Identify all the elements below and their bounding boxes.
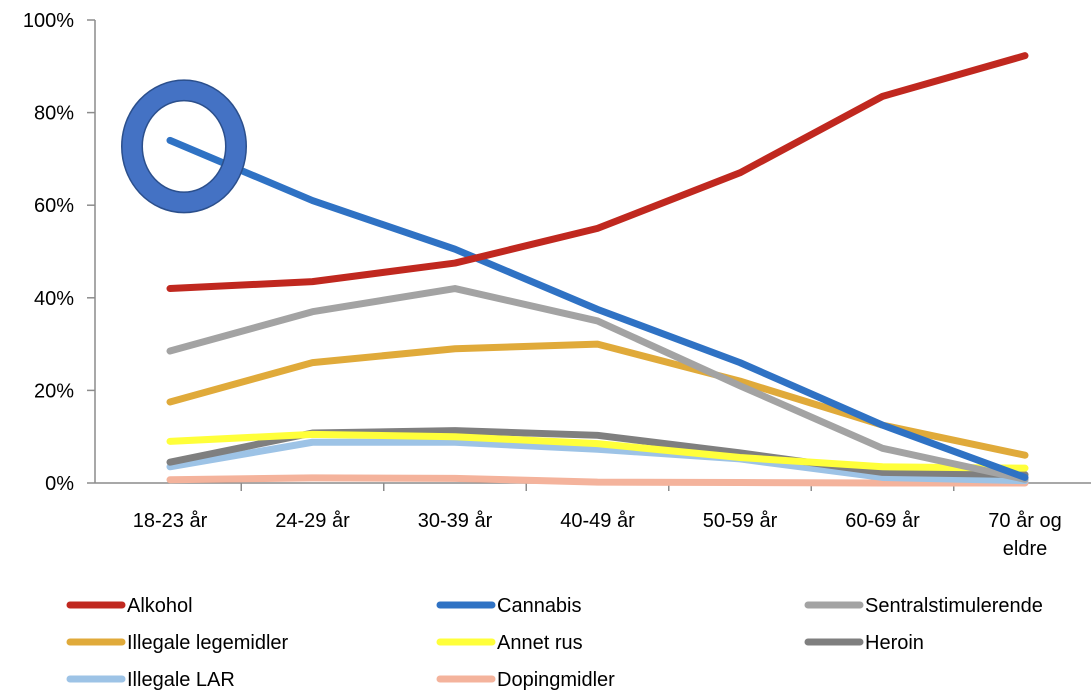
- x-tick-label: 24-29 år: [275, 510, 350, 532]
- x-tick-label: 40-49 år: [560, 510, 635, 532]
- y-tick-label: 60%: [34, 195, 74, 217]
- x-tick-label: 50-59 år: [703, 510, 778, 532]
- legend-label: Sentralstimulerende: [865, 595, 1043, 617]
- legend-item-heroin: Heroin: [804, 632, 924, 654]
- series-line-alkohol: [166, 52, 1029, 293]
- legend-item-dopingmidler: Dopingmidler: [436, 669, 615, 691]
- y-tick-label: 80%: [34, 103, 74, 125]
- series-line-illegale-lar: [166, 438, 1029, 485]
- chart-axes: 0% 20% 40% 60% 80% 100% 18-23 år 24-29 år 30-39 …: [23, 10, 1091, 560]
- legend-label: Heroin: [865, 632, 924, 654]
- series-lines: [166, 52, 1029, 487]
- legend-item-cannabis: Cannabis: [436, 595, 582, 617]
- legend-label: Cannabis: [497, 595, 582, 617]
- chart-annotations: [121, 79, 247, 214]
- series-line-cannabis: [166, 136, 1029, 481]
- x-tick-label: 18-23 år: [133, 510, 208, 532]
- y-tick-label: 40%: [34, 288, 74, 310]
- y-tick-label: 20%: [34, 380, 74, 402]
- x-tick-label: 70 år og eldre: [988, 510, 1061, 560]
- y-tick-label: 0%: [45, 473, 74, 495]
- chart-legend: Alkohol Cannabis Sentralstimulerende Illega…: [66, 595, 1043, 691]
- legend-item-illegale-lar: Illegale LAR: [66, 669, 235, 691]
- legend-label: Alkohol: [127, 595, 193, 617]
- series-line-sentralstimulerende: [166, 285, 1029, 483]
- series-line-annet-rus: [166, 430, 1029, 472]
- series-line-dopingmidler: [166, 474, 1029, 487]
- legend-item-annet-rus: Annet rus: [436, 632, 583, 654]
- legend-item-alkohol: Alkohol: [66, 595, 193, 617]
- x-tick-label: 30-39 år: [418, 510, 493, 532]
- x-tick-label: 60-69 år: [845, 510, 920, 532]
- legend-label: Dopingmidler: [497, 669, 615, 691]
- legend-item-illegale-legemidler: Illegale legemidler: [66, 632, 289, 654]
- legend-label: Illegale legemidler: [127, 632, 289, 654]
- legend-label: Annet rus: [497, 632, 583, 654]
- legend-item-sentralstimulerende: Sentralstimulerende: [804, 595, 1043, 617]
- legend-label: Illegale LAR: [127, 669, 235, 691]
- highlight-ring: [122, 80, 246, 212]
- y-tick-label: 100%: [23, 10, 74, 32]
